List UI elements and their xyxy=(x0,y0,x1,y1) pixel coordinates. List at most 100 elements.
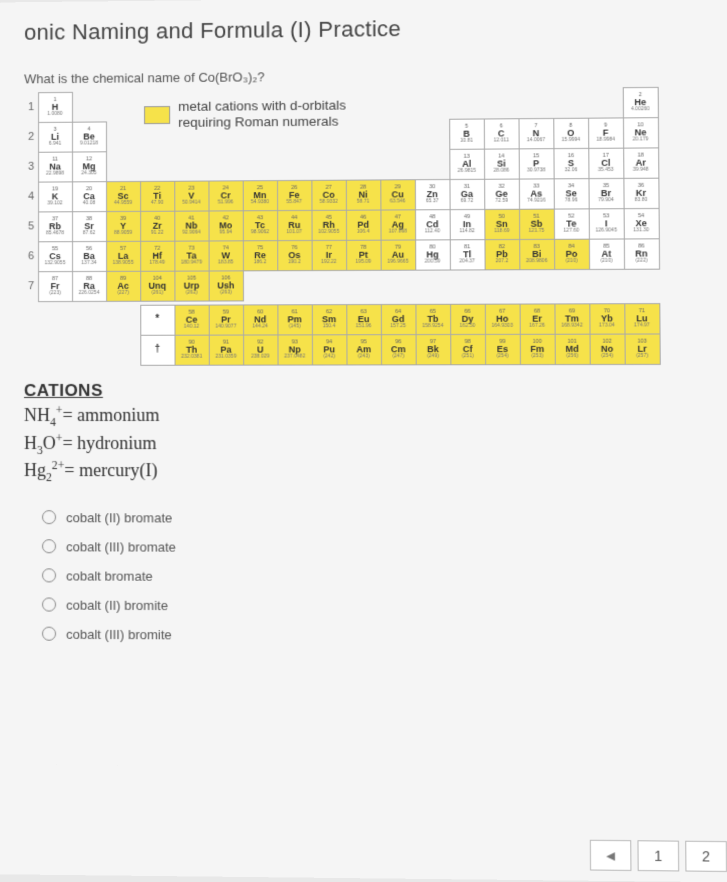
radio-icon[interactable] xyxy=(42,627,56,641)
atomic-mass: 207.2 xyxy=(496,259,509,264)
atomic-mass: 144.24 xyxy=(252,325,267,330)
atomic-mass: 98.9062 xyxy=(251,230,269,235)
atomic-mass: 12.011 xyxy=(494,139,509,144)
atomic-mass: 106.4 xyxy=(357,230,370,235)
element-cell-Tl: 81Tl204.37 xyxy=(449,239,485,270)
atomic-mass: 69.72 xyxy=(460,199,473,204)
answer-options: cobalt (II) bromate cobalt (III) bromate c… xyxy=(24,510,721,645)
atomic-mass: 140.12 xyxy=(184,325,199,330)
atomic-mass: 162.50 xyxy=(460,324,476,329)
element-cell-O: 8O15.9994 xyxy=(553,118,589,149)
element-cell-Br: 35Br79.904 xyxy=(588,178,624,209)
atomic-mass: (227) xyxy=(117,291,129,296)
atomic-mass: (223) xyxy=(49,291,61,296)
atomic-mass: 186.2 xyxy=(254,260,267,265)
atomic-mass: 200.59 xyxy=(425,260,441,265)
atomic-mass: 83.80 xyxy=(635,198,648,203)
atomic-mass: 137.34 xyxy=(81,261,96,266)
element-cell-Li: 3Li6.941 xyxy=(38,122,73,153)
answer-option[interactable]: cobalt (III) bromate xyxy=(42,539,720,556)
atomic-mass: (253) xyxy=(531,354,543,359)
atomic-mass: 232.0381 xyxy=(181,355,202,360)
element-cell-F: 9F18.9984 xyxy=(588,117,624,148)
period-number: 1 xyxy=(24,93,38,123)
atomic-mass: (243) xyxy=(358,354,370,359)
element-cell-Ti: 22Ti47.90 xyxy=(140,181,175,212)
footer-nav: 1 2 xyxy=(590,840,727,872)
element-cell-Pa: 91Pa231.0359 xyxy=(208,334,243,365)
element-cell-Zr: 40Zr91.22 xyxy=(140,211,175,242)
radio-icon[interactable] xyxy=(42,539,56,553)
answer-option[interactable]: cobalt (II) bromite xyxy=(42,597,721,615)
answer-option[interactable]: cobalt (III) bromite xyxy=(42,626,721,645)
element-cell-Tm: 69Tm168.9342 xyxy=(554,303,590,334)
atomic-mass: 65.37 xyxy=(426,199,439,204)
atomic-mass: 164.9303 xyxy=(492,324,513,329)
atomic-mass: 58.71 xyxy=(357,200,370,205)
atomic-mass: 195.09 xyxy=(356,260,372,265)
page-1-button[interactable]: 1 xyxy=(637,840,679,871)
atomic-mass: 63.546 xyxy=(390,199,406,204)
page-2-button[interactable]: 2 xyxy=(685,841,727,872)
element-cell-Cl: 17Cl35.453 xyxy=(588,148,624,179)
element-cell-Cs: 55Cs132.9055 xyxy=(38,241,73,272)
atomic-mass: 226.0254 xyxy=(79,291,100,296)
element-cell-Al: 13Al26.9815 xyxy=(449,148,485,179)
atomic-mass: 131.30 xyxy=(633,228,649,233)
cation-line: NH4+= ammonium xyxy=(24,403,719,431)
atomic-mass: 14.0067 xyxy=(527,138,546,143)
element-cell-Mo: 42Mo95.94 xyxy=(208,210,243,241)
element-cell-Fr: 87Fr(223) xyxy=(38,271,73,302)
element-cell-Eu: 63Eu151.96 xyxy=(346,304,382,335)
element-cell-Lu: 71Lu174.97 xyxy=(624,303,660,335)
fblock-marker: † xyxy=(140,335,175,366)
element-cell-Pt: 78Pt195.09 xyxy=(346,240,382,271)
atomic-mass: 114.82 xyxy=(459,229,474,234)
radio-icon[interactable] xyxy=(42,568,56,582)
answer-option[interactable]: cobalt bromate xyxy=(42,568,720,586)
element-cell-Dy: 66Dy162.50 xyxy=(450,304,486,335)
element-cell-Sc: 21Sc44.9559 xyxy=(106,181,141,212)
element-cell-Ne: 10Ne20.179 xyxy=(622,117,658,149)
period-number: 5 xyxy=(24,212,38,242)
period-number: 7 xyxy=(24,272,38,302)
radio-icon[interactable] xyxy=(42,510,56,524)
atomic-mass: 39.948 xyxy=(633,168,649,173)
element-cell-Cd: 48Cd112.40 xyxy=(414,209,450,240)
element-cell-Hf: 72Hf178.49 xyxy=(140,241,175,272)
atomic-mass: (256) xyxy=(566,354,578,359)
element-cell-Am: 95Am(243) xyxy=(346,334,382,365)
element-cell-Er: 68Er167.26 xyxy=(519,303,555,334)
atomic-mass: 178.49 xyxy=(150,261,165,266)
element-cell-At: 85At(210) xyxy=(588,238,624,269)
atomic-mass: 4.00260 xyxy=(631,107,650,112)
period-number: 3 xyxy=(24,152,38,182)
page-title: onic Naming and Formula (I) Practice xyxy=(24,13,716,46)
atomic-mass: (249) xyxy=(427,354,439,359)
element-cell-Si: 14Si28.086 xyxy=(483,148,519,179)
element-cell-Ir: 77Ir192.22 xyxy=(311,240,347,271)
answer-option[interactable]: cobalt (II) bromate xyxy=(42,510,720,527)
element-cell-Mg: 12Mg24.305 xyxy=(72,151,107,182)
radio-icon[interactable] xyxy=(42,598,56,612)
element-cell-Np: 93Np237.0482 xyxy=(277,334,313,365)
element-cell-Ta: 73Ta180.9479 xyxy=(174,240,209,271)
element-cell-No: 102No(254) xyxy=(589,333,625,364)
element-cell-Pu: 94Pu(242) xyxy=(311,334,347,365)
atomic-mass: (251) xyxy=(462,354,474,359)
element-cell-K: 19K39.102 xyxy=(38,181,73,212)
atomic-mass: (222) xyxy=(635,259,647,264)
element-cell-Fm: 100Fm(253) xyxy=(519,334,555,365)
atomic-mass: 20.179 xyxy=(633,137,649,142)
element-cell-Gd: 64Gd157.25 xyxy=(380,304,416,335)
prev-button[interactable] xyxy=(590,840,632,871)
element-cell-Kr: 36Kr83.80 xyxy=(623,178,659,210)
fblock-marker: * xyxy=(140,305,175,336)
atomic-mass: 132.9055 xyxy=(45,261,66,266)
element-cell-Unq: 104Unq(261) xyxy=(140,271,175,302)
atomic-mass: (254) xyxy=(496,354,508,359)
element-cell-Tb: 65Tb158.9254 xyxy=(415,304,451,335)
element-cell-Co: 27Co58.9332 xyxy=(311,180,347,211)
atomic-mass: 22.9898 xyxy=(46,172,64,177)
atomic-mass: 91.22 xyxy=(151,231,164,236)
